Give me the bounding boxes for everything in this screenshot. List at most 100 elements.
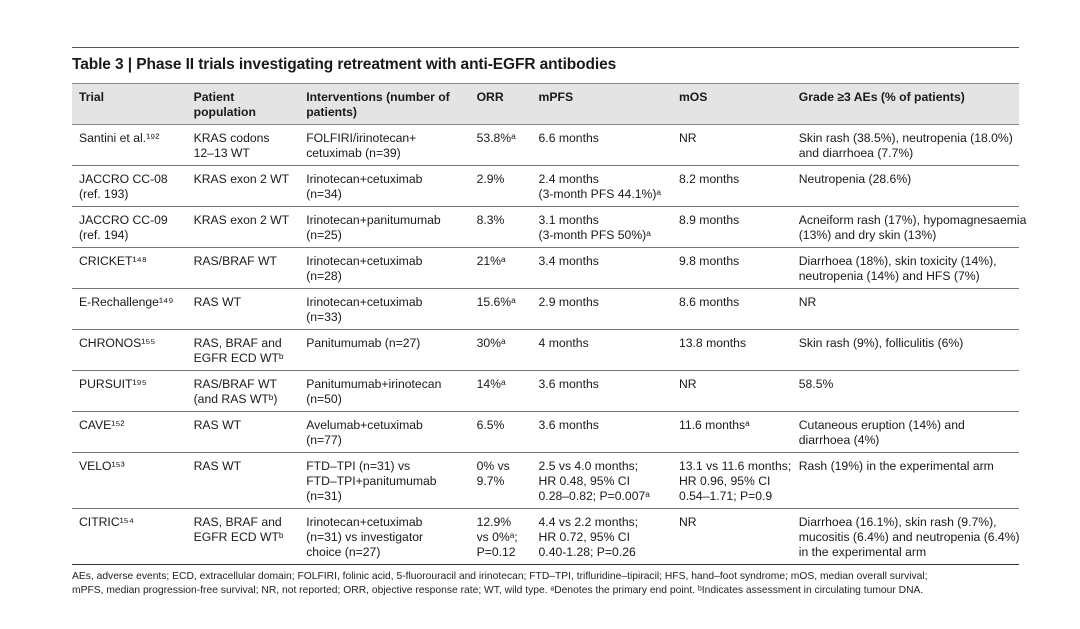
cell-line: 15.6%ᵃ — [476, 295, 516, 309]
cell-line: (and RAS WTᵇ) — [193, 392, 278, 406]
cell-grade3-aes: Skin rash (38.5%), neutropenia (18.0%) an… — [791, 124, 1019, 166]
cell-mos: 8.6 months — [671, 288, 792, 330]
cell-line: 6.6 months — [538, 131, 599, 145]
cell-line: RAS/BRAF WT — [193, 254, 277, 268]
cell-line: 2.4 months — [538, 172, 599, 186]
cell-line: CITRIC¹⁵⁴ — [79, 515, 134, 529]
cell-line: RAS WT — [193, 295, 242, 309]
table-row: JACCRO CC-08 (ref. 193) KRAS exon 2 WT Irin… — [72, 165, 1019, 207]
cell-mpfs: 2.4 months (3-month PFS 44.1%)ᵃ — [531, 165, 672, 207]
cell-line: (n=33) — [306, 310, 342, 324]
cell-mpfs: 2.5 vs 4.0 months; HR 0.48, 95% CI 0.28–0.… — [531, 452, 672, 509]
cell-line: Interventions (number of — [306, 90, 450, 104]
cell-patient-population: RAS WT — [186, 452, 300, 509]
cell-line: mOS — [678, 90, 708, 104]
cell-line: (ref. 193) — [79, 187, 129, 201]
cell-patient-population: RAS/BRAF WT — [186, 247, 300, 289]
cell-orr: 2.9% — [469, 165, 532, 207]
trials-table: Trial Patient population Interventions (num… — [72, 83, 1027, 565]
cell-patient-population: KRAS codons 12–13 WT — [186, 124, 300, 166]
cell-line: 13.8 months — [678, 336, 747, 350]
cell-trial: JACCRO CC-09 (ref. 194) — [72, 206, 187, 248]
cell-line: Acneiform rash (17%), hypomagnesaemia — [798, 213, 1027, 227]
cell-line: KRAS exon 2 WT — [193, 172, 290, 186]
table-row: E-Rechallenge¹⁴⁹ RAS WT Irinotecan+cetuxim… — [72, 288, 1019, 330]
cell-line: HR 0.96, 95% CI — [678, 474, 771, 488]
cell-line: 3.1 months — [538, 213, 599, 227]
cell-line: 4 months — [538, 336, 589, 350]
cell-grade3-aes: NR — [791, 288, 1019, 330]
table-row: CRICKET¹⁴⁸ RAS/BRAF WT Irinotecan+cetuxima… — [72, 247, 1019, 289]
cell-interventions: Avelumab+cetuximab (n=77) — [299, 411, 470, 453]
table-body: Santini et al.¹⁹² KRAS codons 12–13 WT FOLF… — [72, 124, 1027, 565]
cell-grade3-aes: Neutropenia (28.6%) — [791, 165, 1019, 207]
cell-interventions: Irinotecan+cetuximab (n=33) — [299, 288, 470, 330]
cell-line: NR — [798, 295, 817, 309]
cell-mpfs: 3.1 months (3-month PFS 50%)ᵃ — [531, 206, 672, 248]
cell-line: Irinotecan+cetuximab — [306, 254, 423, 268]
cell-line: 0.54–1.71; P=0.9 — [678, 489, 773, 503]
cell-orr: 6.5% — [469, 411, 532, 453]
cell-line: and diarrhoea (7.7%) — [798, 146, 914, 160]
cell-mpfs: 3.6 months — [531, 411, 672, 453]
cell-line: (n=28) — [306, 269, 342, 283]
header-patient-population: Patient population — [186, 83, 300, 125]
cell-line: 2.9 months — [538, 295, 599, 309]
cell-line: Irinotecan+cetuximab — [306, 515, 423, 529]
cell-mos: NR — [671, 508, 792, 565]
table-row: CHRONOS¹⁵⁵ RAS, BRAF and EGFR ECD WTᵇ Panit… — [72, 329, 1019, 371]
cell-line: 14%ᵃ — [476, 377, 506, 391]
cell-line: NR — [678, 131, 697, 145]
cell-orr: 30%ᵃ — [469, 329, 532, 371]
table-row: CITRIC¹⁵⁴ RAS, BRAF and EGFR ECD WTᵇ Irinot… — [72, 508, 1020, 565]
cell-line: 12–13 WT — [193, 146, 250, 160]
cell-line: mPFS — [538, 90, 574, 104]
table-row: Santini et al.¹⁹² KRAS codons 12–13 WT FOLF… — [72, 124, 1019, 166]
header-grade3-aes: Grade ≥3 AEs (% of patients) — [791, 83, 1019, 125]
footnote-line: AEs, adverse events; ECD, extracellular … — [72, 571, 928, 582]
cell-orr: 0% vs 9.7% — [469, 452, 532, 509]
cell-line: (ref. 194) — [79, 228, 129, 242]
cell-line: 8.2 months — [678, 172, 740, 186]
cell-patient-population: RAS, BRAF and EGFR ECD WTᵇ — [186, 508, 300, 565]
cell-line: NR — [678, 377, 697, 391]
top-rule — [72, 47, 1019, 48]
cell-orr: 21%ᵃ — [469, 247, 532, 289]
cell-line: Rash (19%) in the experimental arm — [798, 459, 994, 473]
cell-line: 11.6 monthsᵃ — [678, 418, 750, 432]
cell-line: 2.9% — [476, 172, 505, 186]
cell-line: Neutropenia (28.6%) — [798, 172, 912, 186]
cell-line: EGFR ECD WTᵇ — [193, 351, 284, 365]
cell-line: (n=34) — [306, 187, 342, 201]
table-header-row: Trial Patient population Interventions (num… — [72, 83, 1019, 125]
cell-line: HR 0.72, 95% CI — [538, 530, 630, 544]
header-orr: ORR — [469, 83, 532, 125]
header-trial: Trial — [72, 83, 187, 125]
cell-line: HR 0.48, 95% CI — [538, 474, 630, 488]
cell-grade3-aes: Diarrhoea (16.1%), skin rash (9.7%), muco… — [791, 508, 1020, 565]
cell-trial: CRICKET¹⁴⁸ — [72, 247, 187, 289]
cell-line: Irinotecan+cetuximab — [306, 295, 423, 309]
cell-line: VELO¹⁵³ — [79, 459, 125, 473]
cell-grade3-aes: Acneiform rash (17%), hypomagnesaemia (13… — [791, 206, 1027, 248]
cell-line: Skin rash (38.5%), neutropenia (18.0%) — [798, 131, 1013, 145]
cell-line: Diarrhoea (18%), skin toxicity (14%), — [798, 254, 997, 268]
cell-line: Grade ≥3 AEs (% of patients) — [798, 90, 965, 104]
cell-line: in the experimental arm — [798, 545, 927, 559]
cell-line: cetuximab (n=39) — [306, 146, 401, 160]
cell-patient-population: KRAS exon 2 WT — [186, 206, 300, 248]
cell-mos: NR — [671, 124, 792, 166]
cell-line: 0.28–0.82; P=0.007ᵃ — [538, 489, 650, 503]
cell-line: Santini et al.¹⁹² — [79, 131, 160, 145]
cell-mos: 13.8 months — [671, 329, 792, 371]
cell-line: 8.9 months — [678, 213, 740, 227]
cell-line: (n=77) — [306, 433, 342, 447]
cell-orr: 53.8%ᵃ — [469, 124, 532, 166]
cell-line: 53.8%ᵃ — [476, 131, 516, 145]
cell-line: EGFR ECD WTᵇ — [193, 530, 284, 544]
cell-interventions: Irinotecan+cetuximab (n=28) — [299, 247, 470, 289]
cell-line: Panitumumab+irinotecan — [306, 377, 442, 391]
cell-line: 2.5 vs 4.0 months; — [538, 459, 639, 473]
cell-line: PURSUIT¹⁹⁵ — [79, 377, 147, 391]
cell-line: CHRONOS¹⁵⁵ — [79, 336, 156, 350]
